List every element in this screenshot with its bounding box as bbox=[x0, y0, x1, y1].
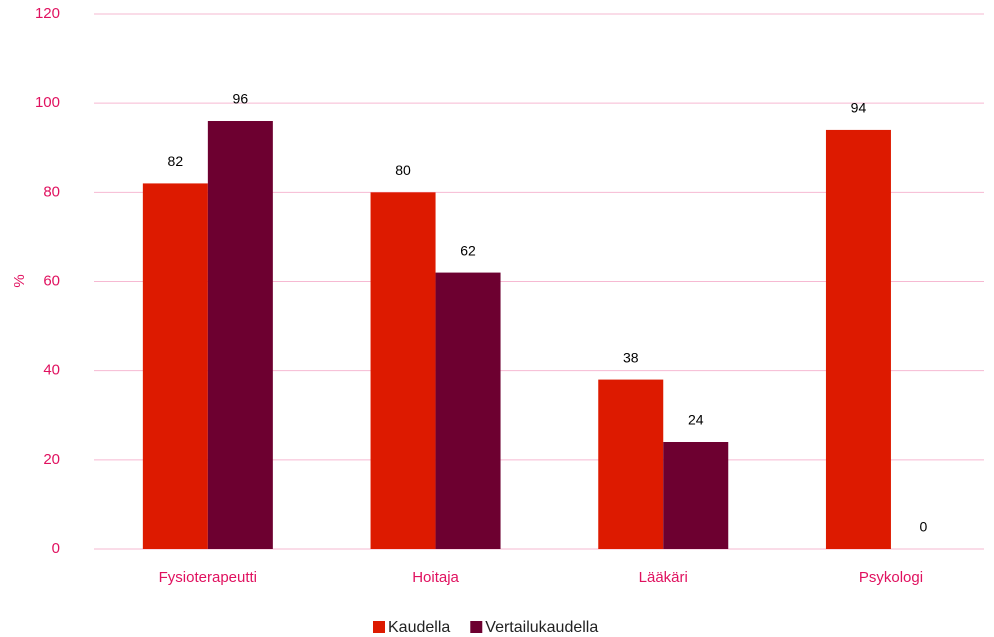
value-label: 94 bbox=[851, 100, 867, 116]
y-tick-label: 40 bbox=[43, 362, 60, 379]
value-label: 38 bbox=[623, 349, 639, 365]
x-tick-label: Hoitaja bbox=[412, 569, 459, 586]
bar bbox=[370, 192, 436, 550]
x-tick-label: Lääkäri bbox=[639, 569, 688, 586]
y-tick-label: 0 bbox=[52, 540, 60, 557]
y-tick-label: 120 bbox=[35, 5, 60, 22]
value-label: 62 bbox=[460, 242, 476, 258]
legend-label: Vertailukaudella bbox=[485, 619, 598, 636]
legend-swatch bbox=[373, 621, 385, 633]
x-tick-label: Fysioterapeutti bbox=[159, 569, 257, 586]
bar bbox=[825, 129, 891, 549]
value-label: 24 bbox=[688, 412, 704, 428]
y-axis-label: % bbox=[11, 274, 28, 287]
bar bbox=[207, 121, 273, 549]
bar bbox=[598, 379, 664, 549]
bar bbox=[663, 442, 729, 549]
value-label: 96 bbox=[233, 91, 249, 107]
y-tick-label: 20 bbox=[43, 451, 60, 468]
y-tick-label: 80 bbox=[43, 183, 60, 200]
value-label: 80 bbox=[395, 162, 411, 178]
x-tick-label: Psykologi bbox=[859, 569, 923, 586]
legend-swatch bbox=[470, 621, 483, 633]
y-tick-label: 60 bbox=[43, 272, 60, 289]
bar bbox=[435, 272, 501, 549]
legend-label: Kaudella bbox=[388, 619, 450, 636]
bar bbox=[142, 183, 208, 549]
value-label: 0 bbox=[920, 519, 928, 535]
value-label: 82 bbox=[168, 153, 184, 169]
y-tick-label: 100 bbox=[35, 94, 60, 111]
